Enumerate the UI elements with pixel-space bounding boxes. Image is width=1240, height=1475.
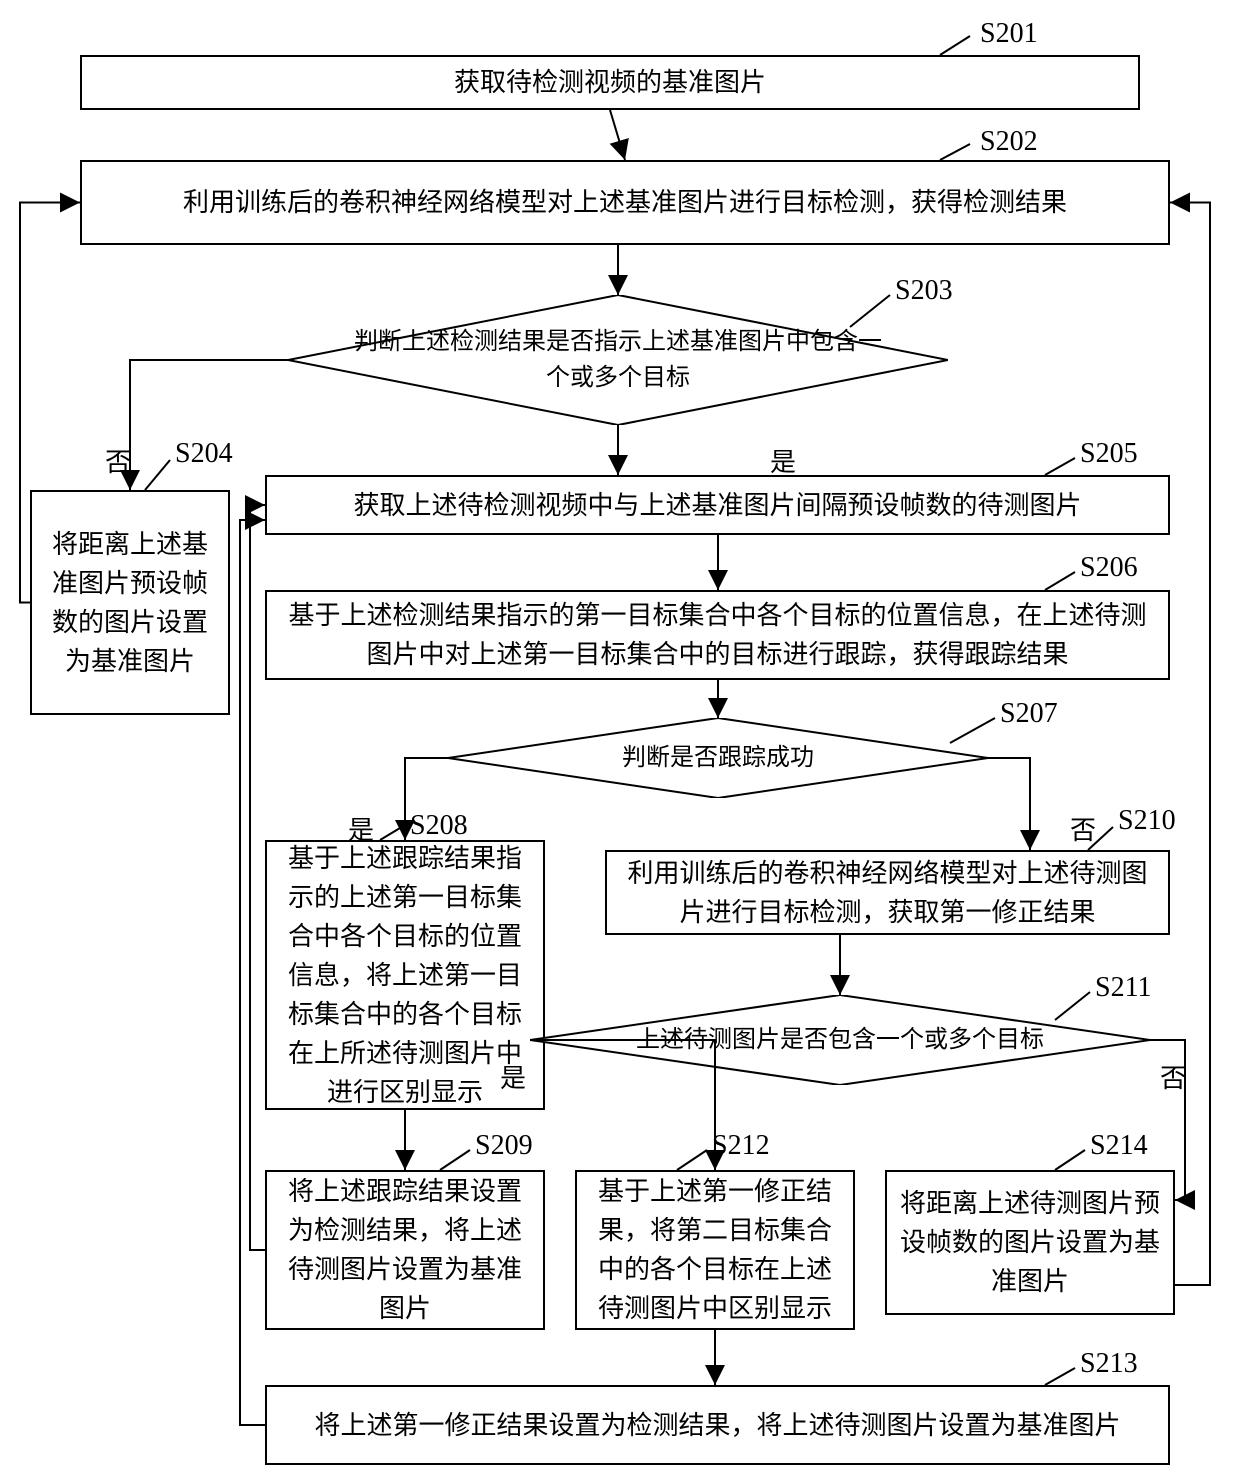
step-text: 基于上述跟踪结果指示的上述第一目标集合中各个目标的位置信息，将上述第一目标集合中… bbox=[277, 839, 533, 1112]
step-label-s205: S205 bbox=[1080, 438, 1138, 470]
step-text: 基于上述第一修正结果，将第二目标集合中的各个目标在上述待测图片中区别显示 bbox=[587, 1172, 843, 1328]
step-s204: 将距离上述基准图片预设帧数的图片设置为基准图片 bbox=[30, 490, 230, 715]
edge-label-no203: 否 bbox=[105, 442, 131, 479]
step-text: 将上述跟踪结果设置为检测结果，将上述待测图片设置为基准图片 bbox=[277, 1172, 533, 1328]
step-label-s206: S206 bbox=[1080, 552, 1138, 584]
decision-s203: 判断上述检测结果是否指示上述基准图片中包含一个或多个目标 bbox=[288, 295, 948, 425]
edge-label-yes203: 是 bbox=[770, 442, 796, 479]
step-label-s202: S202 bbox=[980, 126, 1038, 158]
step-text: 利用训练后的卷积神经网络模型对上述待测图片进行目标检测，获取第一修正结果 bbox=[617, 854, 1158, 932]
decision-s211: 上述待测图片是否包含一个或多个目标 bbox=[530, 995, 1150, 1085]
step-label-s212: S212 bbox=[712, 1130, 770, 1162]
step-s201: 获取待检测视频的基准图片 bbox=[80, 55, 1140, 110]
step-label-s204: S204 bbox=[175, 438, 233, 470]
edge-label-yes211: 是 bbox=[500, 1058, 526, 1095]
edge-label-no211: 否 bbox=[1160, 1058, 1186, 1095]
edge-label-no207: 否 bbox=[1070, 810, 1096, 847]
step-label-s203: S203 bbox=[895, 275, 953, 307]
step-s206: 基于上述检测结果指示的第一目标集合中各个目标的位置信息，在上述待测图片中对上述第… bbox=[265, 590, 1170, 680]
step-text: 获取待检测视频的基准图片 bbox=[454, 63, 766, 102]
step-label-s214: S214 bbox=[1090, 1130, 1148, 1162]
step-s205: 获取上述待检测视频中与上述基准图片间隔预设帧数的待测图片 bbox=[265, 475, 1170, 535]
step-label-s213: S213 bbox=[1080, 1348, 1138, 1380]
step-label-s207: S207 bbox=[1000, 698, 1058, 730]
step-text: 将上述第一修正结果设置为检测结果，将上述待测图片设置为基准图片 bbox=[314, 1406, 1120, 1445]
step-s212: 基于上述第一修正结果，将第二目标集合中的各个目标在上述待测图片中区别显示 bbox=[575, 1170, 855, 1330]
step-label-s209: S209 bbox=[475, 1130, 533, 1162]
step-label-s210: S210 bbox=[1118, 805, 1176, 837]
step-text: 将距离上述待测图片预设帧数的图片设置为基准图片 bbox=[897, 1184, 1163, 1301]
step-s214: 将距离上述待测图片预设帧数的图片设置为基准图片 bbox=[885, 1170, 1175, 1315]
decision-s207: 判断是否跟踪成功 bbox=[448, 718, 988, 798]
step-s209: 将上述跟踪结果设置为检测结果，将上述待测图片设置为基准图片 bbox=[265, 1170, 545, 1330]
edge-label-yes207: 是 bbox=[348, 810, 374, 847]
step-s202: 利用训练后的卷积神经网络模型对上述基准图片进行目标检测，获得检测结果 bbox=[80, 160, 1170, 245]
step-s210: 利用训练后的卷积神经网络模型对上述待测图片进行目标检测，获取第一修正结果 bbox=[605, 850, 1170, 935]
step-label-s211: S211 bbox=[1095, 972, 1152, 1004]
decision-text: 判断是否跟踪成功 bbox=[622, 740, 814, 776]
step-text: 将距离上述基准图片预设帧数的图片设置为基准图片 bbox=[42, 525, 218, 681]
step-text: 基于上述检测结果指示的第一目标集合中各个目标的位置信息，在上述待测图片中对上述第… bbox=[277, 596, 1158, 674]
step-text: 利用训练后的卷积神经网络模型对上述基准图片进行目标检测，获得检测结果 bbox=[183, 183, 1067, 222]
decision-text: 上述待测图片是否包含一个或多个目标 bbox=[636, 1022, 1044, 1058]
step-text: 获取上述待检测视频中与上述基准图片间隔预设帧数的待测图片 bbox=[353, 486, 1081, 525]
step-label-s201: S201 bbox=[980, 18, 1038, 50]
decision-text: 判断上述检测结果是否指示上述基准图片中包含一个或多个目标 bbox=[348, 324, 888, 396]
step-label-s208: S208 bbox=[410, 810, 468, 842]
step-s213: 将上述第一修正结果设置为检测结果，将上述待测图片设置为基准图片 bbox=[265, 1385, 1170, 1465]
